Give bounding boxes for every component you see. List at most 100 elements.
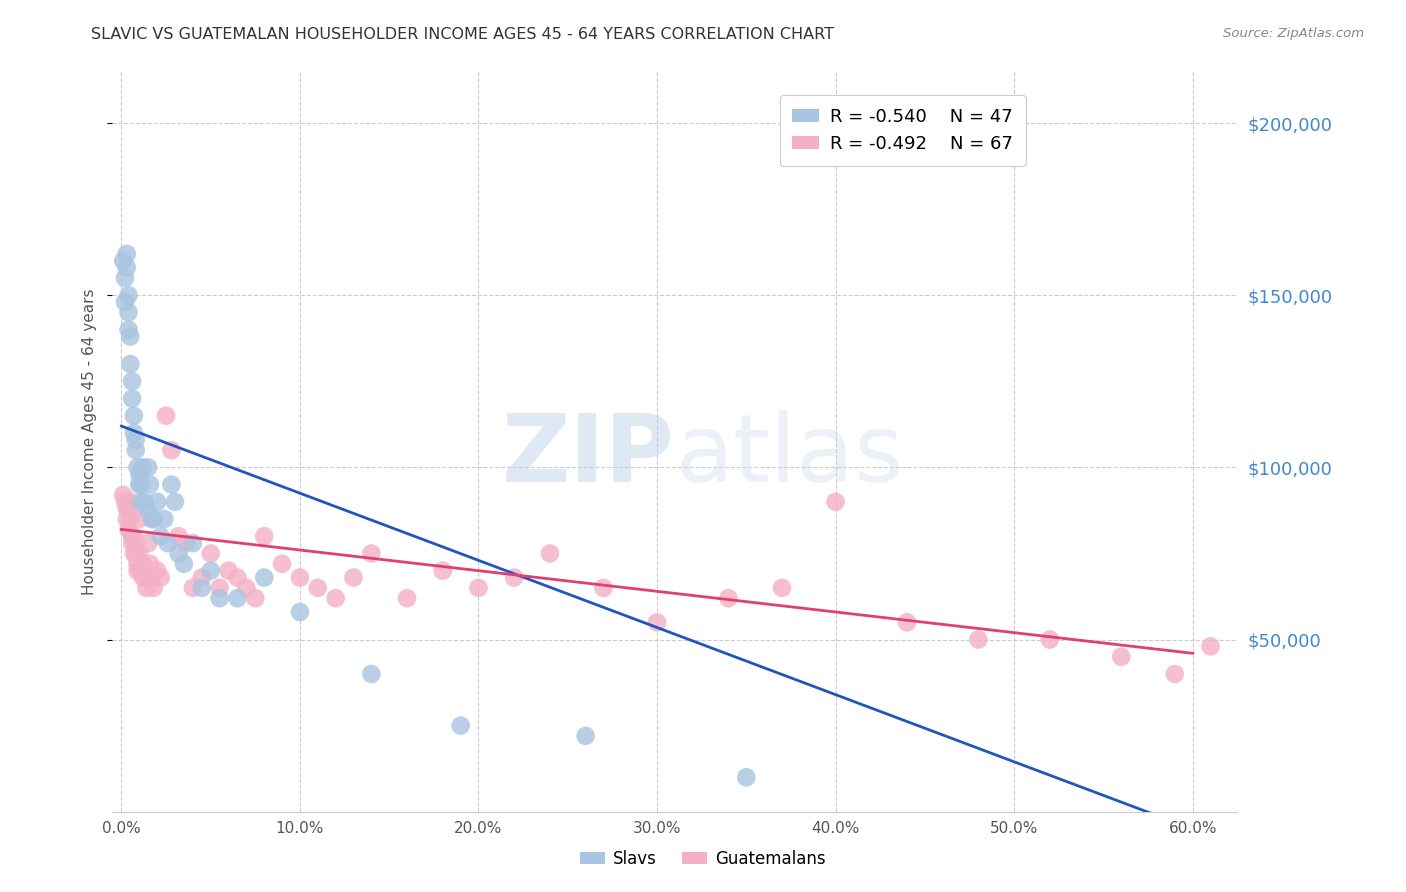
Point [121, 529, 143, 543]
Text: atlas: atlas [675, 410, 903, 502]
Point [146, 564, 169, 578]
Point [181, 536, 204, 550]
Point [128, 467, 150, 482]
Point [360, 546, 382, 560]
Point [592, 581, 614, 595]
Point [139, 557, 162, 571]
Point [200, 546, 222, 560]
Point [129, 495, 152, 509]
Point [115, 512, 138, 526]
Point [432, 564, 454, 578]
Point [160, 443, 183, 458]
Point [450, 718, 472, 732]
Point [134, 564, 156, 578]
Point [360, 667, 382, 681]
Point [173, 557, 195, 571]
Point [127, 564, 149, 578]
Point [122, 546, 145, 560]
Text: ZIP: ZIP [502, 410, 675, 502]
Point [153, 512, 176, 526]
Point [325, 591, 347, 606]
Point [208, 591, 231, 606]
Point [1199, 640, 1222, 654]
Point [226, 570, 249, 584]
Point [141, 512, 163, 526]
Point [160, 477, 183, 491]
Point [121, 392, 143, 406]
Point [717, 591, 740, 606]
Point [200, 564, 222, 578]
Point [139, 477, 162, 491]
Text: SLAVIC VS GUATEMALAN HOUSEHOLDER INCOME AGES 45 - 64 YEARS CORRELATION CHART: SLAVIC VS GUATEMALAN HOUSEHOLDER INCOME … [91, 27, 834, 42]
Point [112, 253, 135, 268]
Point [125, 433, 148, 447]
Point [128, 477, 150, 491]
Point [114, 295, 136, 310]
Point [125, 536, 148, 550]
Point [253, 570, 276, 584]
Point [396, 591, 419, 606]
Point [117, 288, 139, 302]
Point [226, 591, 249, 606]
Point [1164, 667, 1187, 681]
Point [1109, 649, 1132, 664]
Point [190, 570, 212, 584]
Point [132, 557, 155, 571]
Point [128, 512, 150, 526]
Point [122, 425, 145, 440]
Legend: R = -0.540    N = 47, R = -0.492    N = 67: R = -0.540 N = 47, R = -0.492 N = 67 [780, 95, 1026, 166]
Point [645, 615, 668, 630]
Point [149, 570, 172, 584]
Point [1039, 632, 1062, 647]
Point [146, 495, 169, 509]
Point [115, 501, 138, 516]
Legend: Slavs, Guatemalans: Slavs, Guatemalans [574, 844, 832, 875]
Point [114, 495, 136, 509]
Point [120, 512, 142, 526]
Point [271, 557, 294, 571]
Point [129, 557, 152, 571]
Point [503, 570, 526, 584]
Point [135, 564, 157, 578]
Point [134, 570, 156, 584]
Point [122, 529, 145, 543]
Point [824, 495, 846, 509]
Point [163, 495, 186, 509]
Point [136, 536, 159, 550]
Point [575, 729, 598, 743]
Point [136, 460, 159, 475]
Point [967, 632, 990, 647]
Point [342, 570, 364, 584]
Point [120, 329, 142, 343]
Point [134, 495, 156, 509]
Point [122, 409, 145, 423]
Point [115, 260, 138, 275]
Point [288, 570, 311, 584]
Point [167, 546, 190, 560]
Point [115, 247, 138, 261]
Point [141, 570, 163, 584]
Point [135, 581, 157, 595]
Point [117, 323, 139, 337]
Point [117, 522, 139, 536]
Point [190, 581, 212, 595]
Point [142, 581, 165, 595]
Point [127, 460, 149, 475]
Point [132, 460, 155, 475]
Point [117, 305, 139, 319]
Point [125, 546, 148, 560]
Point [120, 357, 142, 371]
Point [253, 529, 276, 543]
Point [114, 271, 136, 285]
Point [208, 581, 231, 595]
Point [125, 443, 148, 458]
Point [155, 409, 177, 423]
Point [112, 488, 135, 502]
Point [174, 536, 197, 550]
Point [288, 605, 311, 619]
Point [149, 529, 172, 543]
Point [167, 529, 190, 543]
Point [218, 564, 240, 578]
Point [129, 564, 152, 578]
Point [128, 546, 150, 560]
